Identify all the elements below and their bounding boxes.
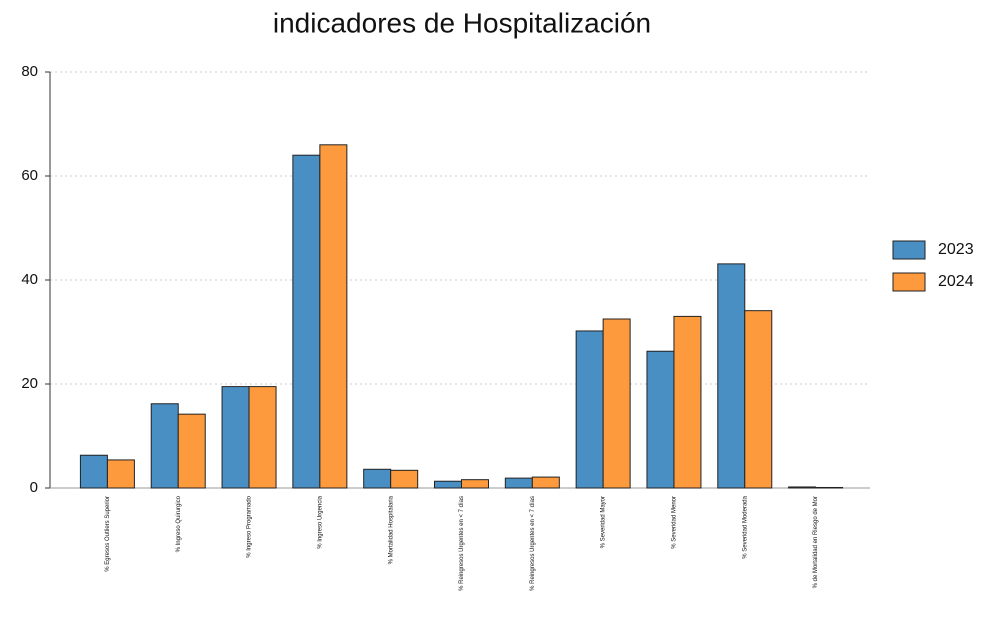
- x-tick-label: % Severidad Moderada: [742, 495, 748, 558]
- bar: [434, 480, 462, 489]
- bar: [788, 486, 817, 489]
- bar: [79, 454, 108, 489]
- bar: [319, 144, 348, 489]
- bar: [221, 386, 250, 489]
- y-tick-label: 60: [21, 167, 38, 184]
- x-tick-label: % Severidad Mayor: [601, 496, 607, 548]
- bar: [531, 476, 560, 489]
- bar: [815, 486, 844, 489]
- bar: [602, 318, 631, 489]
- bar: [363, 468, 392, 489]
- bar: [177, 413, 206, 489]
- chart-title: indicadores de Hospitalización: [273, 7, 651, 38]
- y-tick-label: 80: [21, 63, 38, 80]
- bar: [390, 469, 419, 489]
- bar: [248, 386, 277, 489]
- legend-label: 2023: [938, 241, 974, 258]
- bar: [575, 330, 604, 489]
- x-tick-label: % de Mortalidad en Riesgo de Mor: [813, 496, 819, 588]
- y-tick-label: 0: [30, 479, 38, 496]
- y-tick-label: 20: [21, 375, 38, 392]
- bar: [504, 477, 533, 489]
- x-tick-label: % Ingreso Programado: [247, 495, 253, 557]
- legend-label: 2024: [938, 273, 974, 290]
- bar: [292, 154, 321, 489]
- bar: [150, 403, 179, 489]
- legend-swatch: [892, 272, 926, 292]
- y-tick-label: 40: [21, 271, 38, 288]
- x-tick-label: % Egresos Outliers Superior: [105, 496, 111, 572]
- bar: [673, 315, 702, 489]
- bar: [106, 459, 135, 489]
- bar: [646, 350, 675, 489]
- legend-swatch: [892, 240, 926, 260]
- x-tick-label: % Ingreso Urgencia: [317, 495, 323, 548]
- x-tick-label: % Severidad Menor: [672, 496, 678, 549]
- x-tick-label: % Mortalidad Hospitalaria: [388, 495, 394, 564]
- bar: [744, 310, 773, 489]
- bar: [717, 263, 746, 489]
- x-tick-label: % Ingreso Quirurgico: [176, 495, 182, 552]
- bar: [461, 479, 489, 489]
- x-tick-label: % Reingresos Urgentes en < 7 días: [459, 496, 465, 591]
- x-tick-label: % Reingresos Urgentes en < 7 días: [530, 496, 536, 591]
